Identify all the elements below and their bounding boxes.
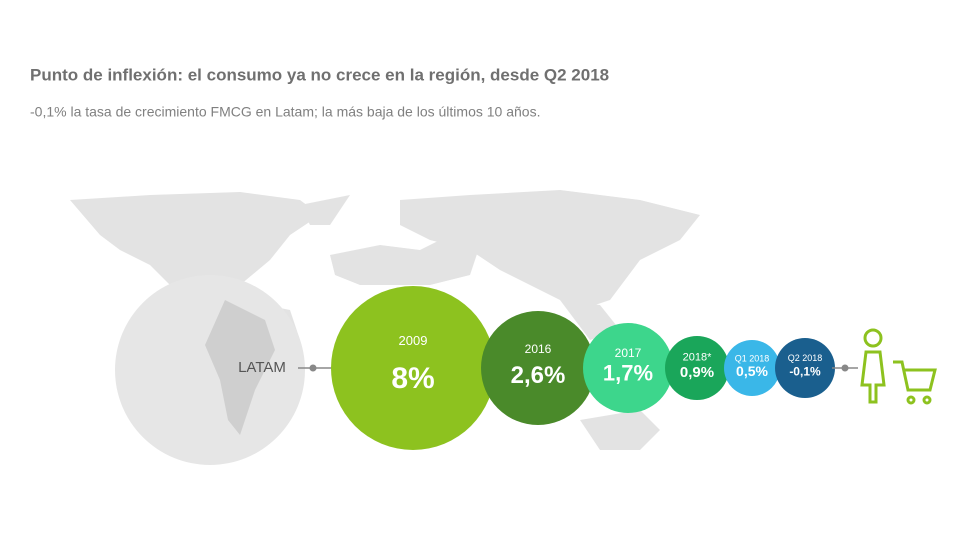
bubble-period: 2009 bbox=[399, 333, 428, 348]
consumer-icon bbox=[860, 328, 886, 404]
bubble-value: 2,6% bbox=[511, 362, 566, 389]
cart-icon bbox=[893, 360, 937, 405]
bubble-period: 2016 bbox=[525, 342, 552, 356]
bubble bbox=[724, 340, 780, 396]
bubble-period: 2018* bbox=[683, 352, 712, 364]
bubble bbox=[665, 336, 729, 400]
connector-dot bbox=[841, 364, 849, 372]
bubble-period: Q2 2018 bbox=[788, 353, 823, 363]
bubble-period: Q1 2018 bbox=[735, 353, 770, 363]
subtitle: -0,1% la tasa de crecimiento FMCG en Lat… bbox=[30, 104, 540, 120]
bubble-value: 1,7% bbox=[603, 361, 653, 386]
title: Punto de inflexión: el consumo ya no cre… bbox=[30, 65, 609, 84]
bubble bbox=[775, 338, 835, 398]
south-america bbox=[205, 300, 275, 435]
bubble-period: 2017 bbox=[615, 346, 642, 360]
bubble-value: -0,1% bbox=[789, 365, 821, 379]
bubble-value: 0,9% bbox=[680, 364, 714, 381]
bubble bbox=[481, 311, 595, 425]
bubble bbox=[331, 286, 495, 450]
connector-dot bbox=[309, 364, 317, 372]
bubble-value: 8% bbox=[391, 362, 434, 395]
bubble-value: 0,5% bbox=[736, 363, 768, 379]
bubble bbox=[583, 323, 673, 413]
region-label: LATAM bbox=[238, 359, 286, 376]
